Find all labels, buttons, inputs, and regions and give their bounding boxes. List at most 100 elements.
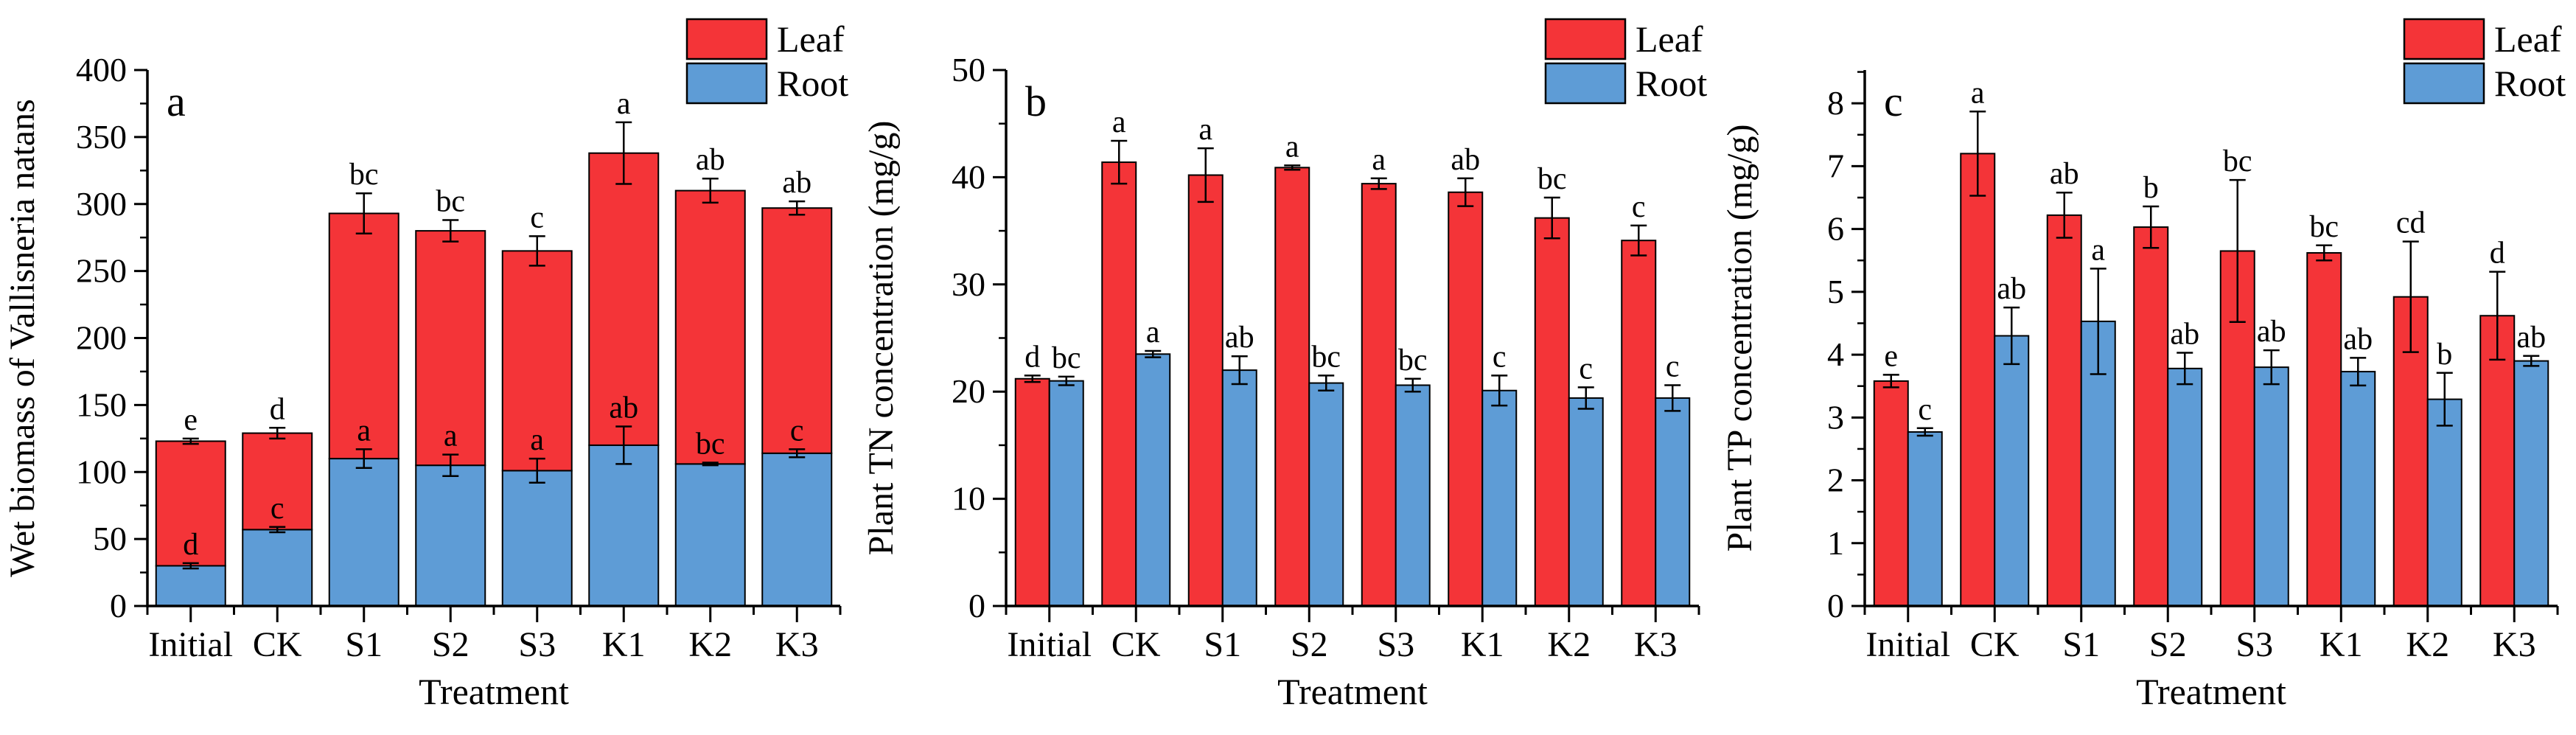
bar-root — [328, 458, 399, 607]
bar-root — [674, 463, 746, 607]
x-tick-label: S1 — [1204, 625, 1241, 664]
x-tick-label: S3 — [518, 625, 556, 664]
sig-letter-leaf: bc — [2223, 144, 2252, 178]
sig-letter-leaf: a — [1971, 76, 1985, 110]
bar-root — [588, 444, 660, 607]
sig-letter-root: a — [530, 423, 544, 457]
x-tick-label: CK — [1111, 625, 1161, 664]
sig-letter-leaf: a — [1372, 143, 1386, 177]
sig-letter-leaf: bc — [1537, 162, 1567, 196]
x-tick-label: Initial — [1865, 625, 1950, 664]
bar-leaf — [1187, 174, 1224, 607]
bar-leaf — [588, 152, 660, 446]
y-tick-label: 2 — [1827, 461, 1844, 499]
sig-letter-root: b — [2437, 338, 2452, 372]
x-axis-title: Treatment — [2136, 671, 2286, 712]
sig-letter-leaf: c — [1632, 190, 1646, 224]
sig-letter-leaf: cd — [2396, 206, 2426, 240]
bar-leaf — [674, 189, 746, 465]
bar-root — [1994, 335, 2030, 607]
bar-leaf — [415, 230, 486, 467]
x-tick-label: S1 — [345, 625, 383, 664]
y-tick-label: 6 — [1827, 210, 1844, 248]
sig-letter-root: ab — [1997, 272, 2026, 306]
y-tick-label: 40 — [952, 158, 985, 195]
sig-letter-leaf: d — [2490, 237, 2505, 271]
x-tick-label: K2 — [688, 625, 732, 664]
x-axis-title: Treatment — [1277, 671, 1428, 712]
sig-letter-leaf: d — [1025, 340, 1040, 374]
bar-root — [1048, 380, 1084, 607]
legend-label-leaf: Leaf — [777, 18, 845, 60]
sig-letter-root: bc — [1311, 340, 1341, 374]
sig-letter-total: a — [617, 87, 631, 121]
bar-root — [1655, 397, 1691, 607]
sig-letter-root: c — [1666, 349, 1680, 383]
y-tick-label: 0 — [110, 587, 127, 624]
x-tick-label: S3 — [1377, 625, 1414, 664]
legend-label-root: Root — [1636, 63, 1707, 104]
y-axis-title: Plant TP concentration (mg/g) — [1720, 125, 1759, 552]
bar-root — [2513, 360, 2549, 607]
y-tick-label: 250 — [76, 252, 127, 290]
bar-leaf — [1621, 240, 1657, 607]
sig-letter-root: bc — [1052, 341, 1081, 375]
chart-a-svg: decdabcabcacababcabcab050100150200250300… — [3, 18, 848, 712]
sig-letter-root: bc — [1398, 344, 1428, 377]
y-tick-label: 50 — [952, 51, 985, 88]
bar-leaf — [1448, 191, 1484, 607]
panel-letter: a — [167, 77, 186, 125]
bar-root — [2340, 371, 2376, 607]
bar-leaf — [1960, 153, 1996, 607]
bar-root — [2167, 367, 2203, 607]
sig-letter-root: c — [790, 414, 804, 447]
y-tick-label: 200 — [76, 319, 127, 357]
bar-root — [1135, 353, 1171, 607]
bar-root — [1568, 397, 1604, 607]
sig-letter-total: d — [270, 392, 285, 426]
x-tick-label: K1 — [2320, 625, 2363, 664]
sig-letter-root: c — [1918, 393, 1932, 427]
sig-letter-leaf: bc — [2309, 210, 2339, 244]
legend-label-leaf: Leaf — [2494, 18, 2562, 60]
legend-label-root: Root — [2494, 63, 2566, 104]
x-tick-label: CK — [1970, 625, 2020, 664]
sig-letter-root: ab — [2516, 321, 2546, 355]
panel-b: d bc a a a ab a bc a bc ab c bc c c c 0 10 20 30 40 50 Initial… — [859, 0, 1717, 731]
x-tick-label: S2 — [2149, 625, 2187, 664]
sig-letter-leaf: ab — [2050, 157, 2079, 191]
bar-leaf — [2306, 252, 2342, 607]
bar-root — [1221, 369, 1257, 607]
legend-swatch-leaf — [685, 18, 768, 60]
sig-letter-total: e — [184, 403, 198, 437]
y-tick-label: 5 — [1827, 273, 1844, 310]
x-tick-label: S2 — [1291, 625, 1328, 664]
legend-swatch-leaf — [2403, 18, 2485, 60]
x-tick-label: K3 — [775, 625, 819, 664]
x-tick-label: K1 — [602, 625, 646, 664]
y-tick-label: 0 — [1827, 587, 1844, 624]
y-tick-label: 350 — [76, 118, 127, 156]
chart-b-svg: d bcaaaababcabcabcbcccc01020304050Initial… — [862, 18, 1707, 712]
y-tick-label: 4 — [1827, 335, 1844, 373]
bar-root — [2426, 398, 2462, 607]
legend-label-root: Root — [777, 63, 848, 104]
sig-letter-root: ab — [2343, 322, 2373, 356]
bar-leaf — [1534, 217, 1570, 607]
sig-letter-root: c — [270, 492, 285, 526]
bar-leaf — [1014, 377, 1050, 607]
x-tick-label: K1 — [1461, 625, 1504, 664]
bar-root — [1481, 389, 1518, 607]
x-tick-label: K3 — [1634, 625, 1678, 664]
x-tick-label: Initial — [148, 625, 233, 664]
sig-letter-root: a — [444, 419, 458, 453]
legend-label-leaf: Leaf — [1636, 18, 1703, 60]
bar-leaf — [2046, 214, 2082, 607]
bar-leaf — [155, 440, 226, 567]
bar-leaf — [501, 250, 573, 472]
sig-letter-root: a — [1146, 316, 1160, 349]
bar-leaf — [1361, 183, 1397, 607]
bar-root — [2253, 366, 2289, 607]
x-tick-label: S3 — [2235, 625, 2273, 664]
sig-letter-leaf: ab — [1451, 143, 1480, 177]
